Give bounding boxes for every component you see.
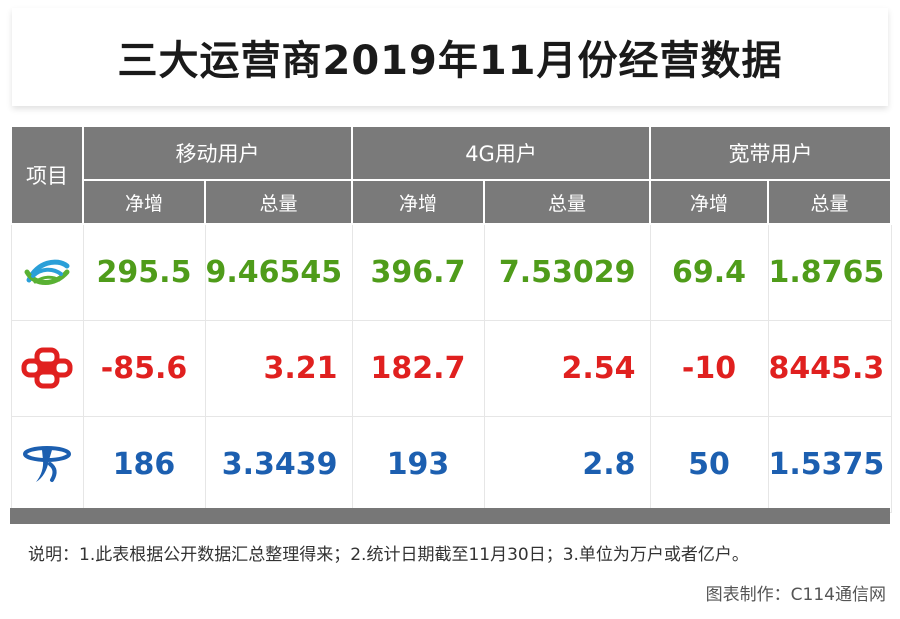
operator-logo-cell — [10, 319, 84, 417]
table-bottom-bar — [10, 508, 890, 524]
header-group-4g: 4G用户 — [350, 125, 652, 181]
broadband-net-add: -10 — [649, 319, 769, 417]
4g-total: 2.8 — [483, 415, 651, 513]
operator-logo-cell — [10, 415, 84, 513]
header-sub-net-add: 净增 — [351, 179, 485, 225]
table-row-china-unicom: -85.6 3.21 182.7 2.54 -10 8445.3 — [10, 319, 892, 417]
mobile-total: 9.46545 — [204, 223, 353, 321]
china-unicom-logo-icon — [21, 347, 73, 389]
footnote: 说明：1.此表根据公开数据汇总整理得来；2.统计日期截至11月30日；3.单位为… — [28, 545, 749, 565]
operator-logo-cell — [10, 223, 84, 321]
mobile-net-add: 186 — [82, 415, 206, 513]
header-item: 项目 — [10, 125, 84, 225]
header-group-mobile: 移动用户 — [82, 125, 353, 181]
header-group-broadband: 宽带用户 — [649, 125, 893, 181]
mobile-total: 3.3439 — [204, 415, 353, 513]
page-title: 三大运营商2019年11月份经营数据 — [117, 38, 783, 84]
credit-line: 图表制作：C114通信网 — [705, 585, 886, 605]
4g-net-add: 182.7 — [351, 319, 485, 417]
broadband-total: 1.5375 — [767, 415, 892, 513]
header-row-subs: 净增 总量 净增 总量 净增 总量 — [11, 179, 893, 225]
4g-total: 2.54 — [483, 319, 651, 417]
broadband-net-add: 50 — [649, 415, 769, 513]
broadband-total: 1.8765 — [767, 223, 892, 321]
header-row-groups: 项目 移动用户 4G用户 宽带用户 — [10, 125, 893, 225]
mobile-total: 3.21 — [204, 319, 353, 417]
4g-net-add: 193 — [351, 415, 485, 513]
broadband-net-add: 69.4 — [649, 223, 769, 321]
title-box: 三大运营商2019年11月份经营数据 — [12, 8, 888, 106]
header-sub-total: 总量 — [204, 179, 353, 225]
table-row-china-telecom: 186 3.3439 193 2.8 50 1.5375 — [10, 415, 892, 513]
mobile-net-add: 295.5 — [82, 223, 206, 321]
4g-total: 7.53029 — [483, 223, 651, 321]
4g-net-add: 396.7 — [351, 223, 485, 321]
header-sub-total: 总量 — [482, 179, 652, 225]
china-mobile-logo-icon — [24, 259, 70, 286]
mobile-net-add: -85.6 — [82, 319, 206, 417]
header-sub-net-add: 净增 — [649, 179, 770, 225]
table-row-china-mobile: 295.5 9.46545 396.7 7.53029 69.4 1.8765 — [10, 223, 892, 321]
header-sub-net-add: 净增 — [82, 179, 206, 225]
china-telecom-logo-icon — [23, 446, 71, 482]
header-sub-total: 总量 — [767, 179, 893, 225]
broadband-total: 8445.3 — [767, 319, 892, 417]
operator-data-table: 项目 移动用户 4G用户 宽带用户 净增 总量 净增 总量 净增 总量 295.… — [10, 125, 893, 513]
